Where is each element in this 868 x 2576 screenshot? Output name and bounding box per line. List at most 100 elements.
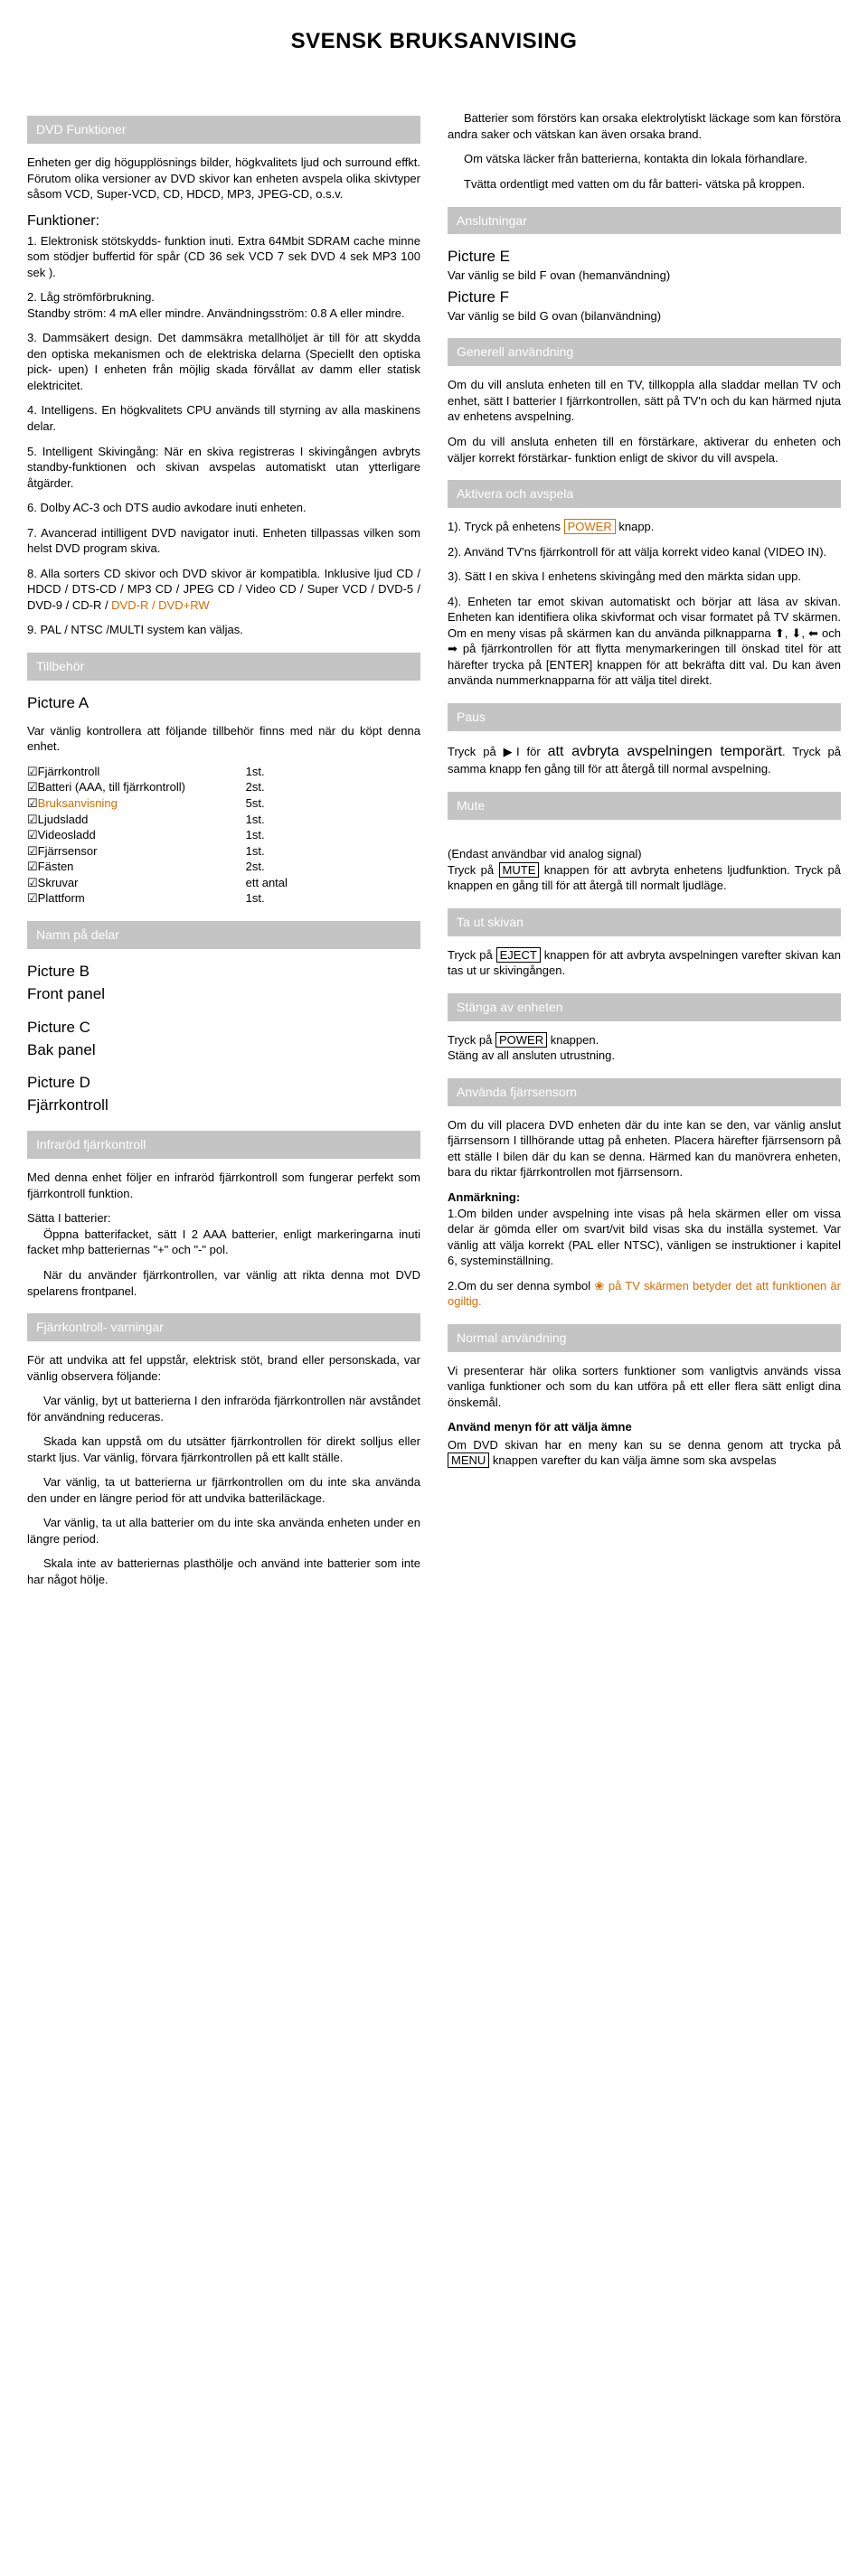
funktion-2: 2. Låg strömförbrukning. [27,289,420,306]
tillbehor-item-qty: 1st. [246,812,265,828]
batt-p2: Om vätska läcker från batterierna, konta… [448,151,841,167]
stanga-p2: Stäng av all ansluten utrustning. [448,1048,841,1064]
tillbehor-item-qty: 1st. [246,764,265,780]
s1c: knapp. [616,520,655,533]
varningar-p2: Var vänlig, byt ut batterierna I den inf… [27,1393,420,1424]
normal-p2a: Om DVD skivan har en meny kan su se denn… [448,1438,841,1452]
funktion-8: 8. Alla sorters CD skivor och DVD skivor… [27,566,420,614]
tillbehor-item-qty: ett antal [246,875,288,891]
funktion-2b: Standby ström: 4 mA eller mindre. Använd… [27,306,420,322]
aktivera-s4: 4). Enheten tar emot skivan automatiskt … [448,594,841,689]
tillbehor-item: Ljudsladd1st. [27,812,420,828]
varningar-p5: Var vänlig, ta ut alla batterier om du i… [27,1515,420,1547]
infrarod-p4: När du använder fjärrkontrollen, var vän… [27,1267,420,1299]
tillbehor-item: Fjärrsensor1st. [27,843,420,860]
normal-sub: Använd menyn för att välja ämne [448,1419,841,1435]
tillbehor-item-qty: 1st. [246,890,265,907]
two-column-layout: DVD Funktioner Enheten ger dig högupplös… [27,101,841,1596]
fs-p3a: 2.Om du ser denna symbol [448,1279,594,1293]
aktivera-s3: 3). Sätt I en skiva I enhetens skivingån… [448,569,841,585]
batt-p3: Tvätta ordentligt med vatten om du får b… [448,176,841,193]
fjarrsensor-p3: 2.Om du ser denna symbol ❀ på TV skärmen… [448,1278,841,1310]
tillbehor-item-qty: 1st. [246,827,265,843]
infrarod-p2: Sätta I batterier: [27,1210,420,1227]
tillbehor-item: Skruvarett antal [27,875,420,891]
mute-button-ref: MUTE [499,862,540,878]
funktion-4: 4. Intelligens. En högkvalitets CPU anvä… [27,402,420,434]
s1a: 1). Tryck på enhetens [448,520,564,533]
tillbehor-item-qty: 1st. [246,843,265,860]
section-tillbehor: Tillbehör [27,653,420,681]
tillbehor-item-qty: 2st. [246,859,265,875]
eject-p1: Tryck på EJECT knappen för att avbryta a… [448,947,841,979]
picture-d-sub: Fjärrkontroll [27,1095,420,1116]
paus-p1: Tryck på ▶I för att avbryta avspelningen… [448,742,841,777]
tillbehor-item-qty: 2st. [246,779,265,795]
tillbehor-item: Plattform1st. [27,890,420,907]
section-stanga: Stänga av enheten [448,993,841,1021]
picture-d-label: Picture D [27,1073,420,1094]
infrarod-p3: Öppna batterifacket, sätt I 2 AAA batter… [27,1227,420,1258]
normal-p2c: knappen varefter du kan välja ämne som s… [489,1453,776,1467]
page-title: SVENSK BRUKSANVISING [27,27,841,56]
funktion-9: 9. PAL / NTSC /MULTI system kan väljas. [27,622,420,638]
tillbehor-item-name: Skruvar [38,875,246,891]
section-infrarod: Infraröd fjärrkontroll [27,1131,420,1159]
paus-a: Tryck på ▶I för [448,745,548,758]
eject-button-ref: EJECT [496,947,541,963]
tillbehor-item-name: Ljudsladd [38,812,246,828]
varningar-p6: Skala inte av batteriernas plasthölje oc… [27,1556,420,1587]
infrarod-p1: Med denna enhet följer en infraröd fjärr… [27,1170,420,1201]
fjarrsensor-p1: Om du vill placera DVD enheten där du in… [448,1117,841,1180]
section-generell: Generell användning [448,338,841,366]
stanga-a: Tryck på [448,1033,495,1047]
menu-button-ref: MENU [448,1453,489,1468]
varningar-p3: Skada kan uppstå om du utsätter fjärrkon… [27,1434,420,1465]
batt-p1: Batterier som förstörs kan orsaka elektr… [448,110,841,142]
section-paus: Paus [448,703,841,731]
tillbehor-intro: Var vänlig kontrollera att följande till… [27,723,420,755]
right-column: Batterier som förstörs kan orsaka elektr… [448,101,841,1596]
f8-text: 8. Alla sorters CD skivor och DVD skivor… [27,567,420,612]
tillbehor-item: Fjärrkontroll1st. [27,764,420,780]
section-varningar: Fjärrkontroll- varningar [27,1313,420,1341]
stanga-p1: Tryck på POWER knappen. [448,1032,841,1048]
tillbehor-item-name: Fjärrkontroll [38,764,246,780]
left-column: DVD Funktioner Enheten ger dig högupplös… [27,101,420,1596]
f8-orange: DVD-R / DVD+RW [111,598,209,612]
tillbehor-item: Fästen2st. [27,859,420,875]
funktion-7: 7. Avancerad intilligent DVD navigator i… [27,525,420,557]
funktion-1: 1. Elektronisk stötskydds- funktion inut… [27,233,420,281]
picture-e-label: Picture E [448,247,841,268]
section-fjarrsensor: Använda fjärrsensorn [448,1078,841,1106]
generell-p2: Om du vill ansluta enheten till en först… [448,434,841,465]
picture-f-text: Var vänlig se bild G ovan (bilanvändning… [448,308,841,324]
anmarkning-label: Anmärkning: [448,1189,841,1206]
section-mute: Mute [448,792,841,820]
picture-e-text: Var vänlig se bild F ovan (hemanvändning… [448,268,841,284]
tillbehor-item-name: Videosladd [38,827,246,843]
section-eject: Ta ut skivan [448,908,841,936]
section-anslutningar: Anslutningar [448,207,841,235]
section-namn-delar: Namn på delar [27,921,420,949]
tillbehor-item-qty: 5st. [246,795,265,812]
picture-c-sub: Bak panel [27,1040,420,1061]
section-aktivera: Aktivera och avspela [448,480,841,508]
tillbehor-item-name: Batteri (AAA, till fjärrkontroll) [38,779,246,795]
tillbehor-item: Videosladd1st. [27,827,420,843]
tillbehor-item-name: Bruksanvisning [38,795,246,812]
funktion-6: 6. Dolby AC-3 och DTS audio avkodare inu… [27,500,420,516]
varningar-p4: Var vänlig, ta ut batterierna ur fjärrko… [27,1474,420,1506]
picture-a-label: Picture A [27,693,420,714]
stanga-c: knappen. [547,1033,599,1047]
paus-b: att avbryta avspelningen temporärt [548,744,782,759]
varningar-p1: För att undvika att fel uppstår, elektri… [27,1352,420,1384]
fjarrsensor-p2: 1.Om bilden under avspelning inte visas … [448,1206,841,1269]
invalid-symbol-icon: ❀ [594,1279,604,1293]
tillbehor-item-name: Plattform [38,890,246,907]
tillbehor-item: Bruksanvisning5st. [27,795,420,812]
eject-a: Tryck på [448,948,496,962]
section-normal: Normal användning [448,1324,841,1352]
intro-text: Enheten ger dig högupplösnings bilder, h… [27,155,420,202]
funktioner-label: Funktioner: [27,212,420,231]
